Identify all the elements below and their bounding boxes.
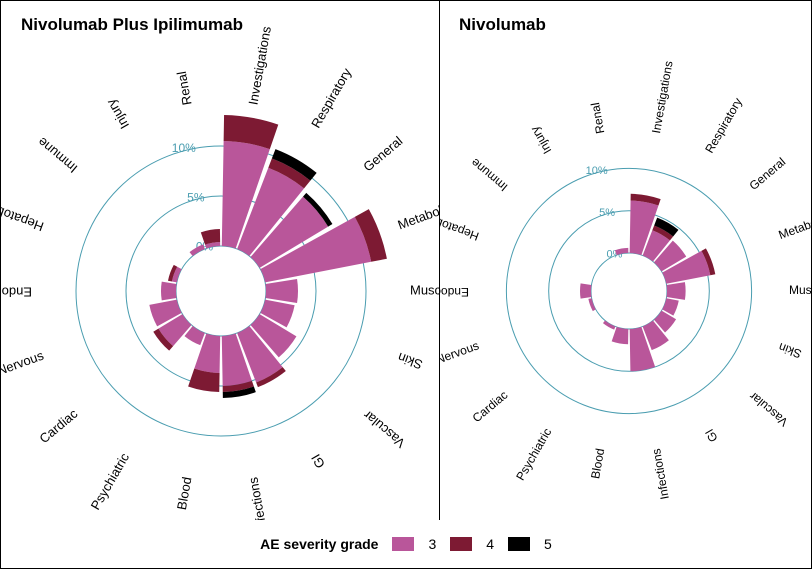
category-label: Skin: [777, 340, 804, 361]
category-label: Endocrine: [439, 285, 469, 299]
category-label: General: [747, 155, 789, 193]
category-label: Cardiac: [36, 406, 80, 447]
category-label: Renal: [588, 101, 607, 134]
legend: AE severity grade 3 4 5: [1, 520, 811, 568]
category-label: Musculoskeletal: [789, 283, 811, 297]
category-label: Injury: [103, 96, 132, 131]
category-label: Skin: [396, 350, 425, 373]
legend-swatch-3: [392, 537, 414, 551]
category-label: Respiratory: [702, 95, 745, 155]
radial-chart-left: 0%5%10%InvestigationsRespiratoryGeneralM…: [1, 1, 439, 520]
figure-container: Nivolumab Plus Ipilimumab 0%5%10%Investi…: [0, 0, 812, 569]
category-label: GI: [702, 426, 720, 444]
category-label: Injury: [528, 124, 555, 156]
radial-chart-right: 0%5%10%InvestigationsRespiratoryGeneralM…: [439, 1, 811, 520]
category-label: Musculoskeletal: [410, 282, 439, 297]
category-label: GI: [308, 451, 328, 470]
wedge-endocrine-grade-3: [580, 283, 591, 298]
category-label: Immune: [35, 134, 81, 176]
wedge-musculoskeletal-grade-3: [265, 279, 298, 303]
category-label: Metabolism: [777, 208, 811, 242]
legend-label-5: 5: [544, 536, 552, 552]
wedge-nervous-grade-3: [588, 298, 595, 311]
legend-title: AE severity grade: [260, 536, 378, 552]
legend-label-3: 3: [428, 536, 436, 552]
legend-swatch-4: [450, 537, 472, 551]
wedge-musculoskeletal-grade-3: [667, 282, 686, 300]
panel-right: Nivolumab 0%5%10%InvestigationsRespirato…: [439, 1, 811, 520]
category-label: Endocrine: [1, 285, 32, 300]
svg-text:10%: 10%: [586, 165, 608, 177]
category-label: Vascular: [360, 407, 408, 451]
legend-label-4: 4: [486, 536, 494, 552]
category-label: Psychiatric: [88, 450, 133, 512]
category-label: Infections: [245, 476, 270, 520]
category-label: Vascular: [747, 389, 791, 429]
category-label: Cardiac: [470, 388, 511, 425]
category-label: Hepatobiliary: [1, 194, 46, 234]
category-label: Blood: [174, 476, 195, 511]
category-label: Metabolism: [396, 196, 439, 233]
category-label: Blood: [588, 447, 607, 480]
category-label: Investigations: [245, 25, 274, 106]
legend-swatch-5: [508, 537, 530, 551]
svg-text:5%: 5%: [187, 190, 205, 204]
category-label: Nervous: [439, 338, 481, 366]
svg-text:10%: 10%: [172, 141, 196, 155]
category-label: Nervous: [1, 347, 46, 378]
wedge-endocrine-grade-3: [161, 282, 177, 301]
category-label: Immune: [468, 155, 510, 194]
category-label: Hepatobiliary: [439, 207, 481, 244]
category-label: Respiratory: [308, 65, 354, 130]
category-label: General: [360, 133, 405, 174]
category-label: Infections: [649, 447, 672, 500]
panel-left: Nivolumab Plus Ipilimumab 0%5%10%Investi…: [1, 1, 440, 520]
svg-text:5%: 5%: [599, 207, 615, 219]
category-label: Renal: [174, 70, 195, 106]
category-label: Psychiatric: [513, 426, 554, 483]
wedge-psychiatric-grade-3: [603, 321, 615, 330]
category-label: Investigations: [649, 60, 676, 135]
